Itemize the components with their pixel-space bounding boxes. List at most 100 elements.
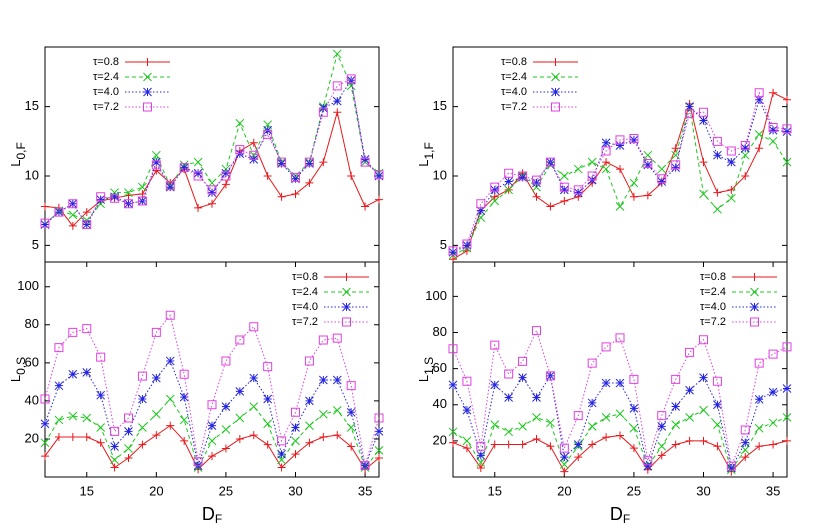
legend-marker [143, 72, 152, 82]
data-point [490, 340, 500, 350]
data-point [573, 411, 583, 421]
data-point [559, 443, 569, 453]
data-point [346, 407, 356, 417]
data-point [347, 172, 356, 180]
legend-label: τ=2.4 [93, 71, 119, 83]
data-point [518, 356, 528, 366]
data-point [40, 438, 50, 448]
data-point [685, 109, 695, 119]
legend-marker [750, 302, 759, 312]
data-point [629, 135, 639, 145]
data-point [657, 164, 667, 174]
data-point [685, 102, 694, 111]
legend-marker [551, 102, 560, 112]
data-point [657, 411, 667, 421]
data-point [490, 420, 500, 429]
legend-label: τ=4.0 [93, 86, 119, 98]
data-point [138, 423, 147, 432]
data-point [740, 143, 750, 153]
data-point [332, 96, 342, 106]
data-point [249, 150, 259, 160]
data-point [235, 413, 245, 423]
data-point [559, 452, 569, 462]
y-tick-label: 60 [433, 360, 447, 375]
data-point [165, 182, 175, 192]
data-point [40, 419, 50, 429]
data-point [657, 177, 667, 186]
data-point [165, 394, 175, 404]
data-point [374, 171, 384, 181]
data-point [769, 88, 778, 97]
data-point [713, 400, 722, 410]
legend-label: τ=2.4 [700, 286, 726, 298]
y-tick-label: 5 [440, 237, 447, 252]
data-point [221, 180, 230, 189]
y-tick-label: 100 [17, 278, 39, 293]
data-point [82, 433, 91, 442]
data-point [643, 456, 653, 466]
data-point [360, 461, 370, 471]
data-point [332, 49, 342, 59]
data-point [448, 427, 458, 437]
data-point [768, 122, 778, 132]
data-point [629, 192, 638, 201]
data-point [615, 202, 625, 211]
y-tick-label: 15 [433, 98, 447, 113]
data-point [490, 185, 500, 195]
data-point [699, 107, 708, 117]
data-point [782, 127, 792, 136]
y-tick-label: 20 [433, 432, 447, 447]
data-point [110, 193, 120, 203]
data-point [713, 150, 722, 160]
data-point [782, 157, 792, 167]
data-point [615, 135, 625, 145]
series-line [44, 424, 380, 471]
data-point [40, 218, 50, 228]
series-line [452, 92, 788, 260]
y-tick-label: 60 [25, 354, 39, 369]
data-point [629, 374, 639, 384]
data-point [263, 129, 273, 139]
data-point [165, 356, 175, 366]
data-point [560, 467, 569, 476]
data-point [124, 453, 133, 462]
data-point [587, 157, 597, 167]
data-point [68, 221, 77, 230]
axis-label-main: D [202, 504, 215, 524]
data-point [277, 192, 286, 201]
data-point [374, 426, 384, 436]
data-point [165, 310, 175, 320]
data-point [726, 461, 736, 471]
x-tick-label: 20 [557, 483, 571, 498]
axis-label-main: L [416, 375, 431, 382]
axis-label-subscript: 1,F [422, 142, 436, 159]
data-point [629, 444, 638, 453]
data-point [332, 406, 342, 415]
data-point [768, 136, 778, 146]
series-line [44, 359, 380, 468]
data-point [699, 405, 708, 415]
data-point [110, 455, 119, 465]
data-point [332, 81, 342, 91]
data-point [193, 168, 203, 178]
data-point [643, 159, 653, 169]
data-point [726, 157, 736, 167]
data-point [277, 449, 286, 459]
data-point [559, 185, 569, 195]
data-point [559, 459, 569, 469]
data-point [490, 380, 500, 390]
data-point [151, 373, 161, 383]
data-point [671, 144, 680, 153]
legend-label: τ=0.8 [501, 56, 527, 68]
data-point [207, 400, 217, 410]
data-point [713, 188, 722, 197]
data-point [110, 192, 119, 202]
data-point [532, 413, 541, 422]
data-point [545, 157, 555, 167]
data-point [504, 177, 514, 186]
data-point [657, 441, 667, 451]
data-point [304, 157, 314, 167]
data-point [546, 442, 555, 451]
data-point [319, 433, 328, 442]
data-point [740, 438, 750, 448]
